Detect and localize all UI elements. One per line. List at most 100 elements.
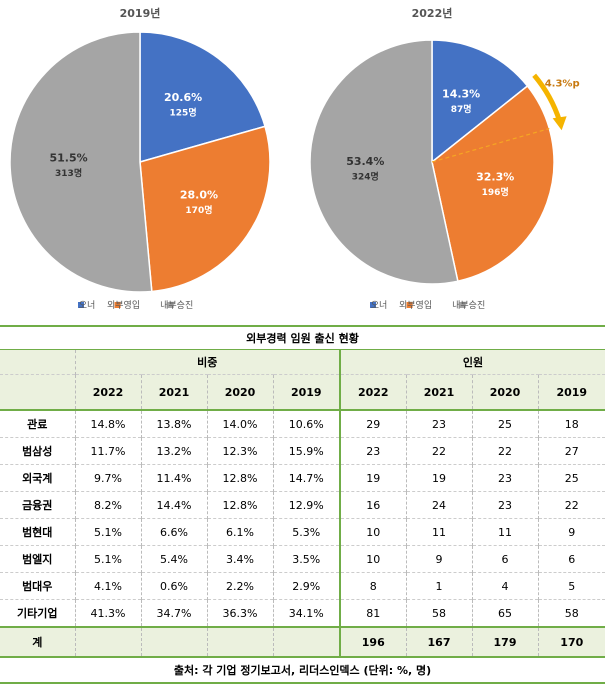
table: 외부경력 임원 출신 현황 비중 인원 2022 2021 2020 2019 2022 202… bbox=[0, 325, 605, 684]
table-cell: 27 bbox=[537, 437, 605, 465]
table-cell: 25 bbox=[537, 464, 605, 492]
table-row: 관료 14.8% 13.8% 14.0% 10.6% 29 23 25 18 bbox=[0, 409, 605, 438]
table-cell: 170 bbox=[537, 626, 605, 657]
table-cell: 금융권 bbox=[0, 491, 75, 519]
value-label: 53.4% bbox=[346, 155, 384, 168]
value-label: 32.3% bbox=[476, 171, 514, 184]
table-cell: 179 bbox=[471, 626, 538, 657]
legend-label: 외부영입 bbox=[107, 299, 140, 311]
table-cell: 9 bbox=[405, 545, 472, 573]
legend-label: 내부승진 bbox=[452, 300, 485, 311]
value-label: 14.3% bbox=[442, 88, 480, 101]
table-cell: 2021 bbox=[140, 374, 207, 411]
table-cell: 2020 bbox=[471, 374, 538, 411]
table-cell: 65 bbox=[471, 599, 538, 627]
count-label: 196명 bbox=[482, 186, 509, 198]
table-cell: 5 bbox=[537, 572, 605, 600]
table-row: 범엘지 5.1% 5.4% 3.4% 3.5% 10 9 6 6 bbox=[0, 545, 605, 573]
table-cell bbox=[272, 626, 340, 657]
table-cell: 10 bbox=[339, 545, 406, 573]
table-row: 범대우 4.1% 0.6% 2.2% 2.9% 8 1 4 5 bbox=[0, 572, 605, 600]
table-cell bbox=[140, 626, 207, 657]
table-cell: 22 bbox=[405, 437, 472, 465]
table-cell: 5.1% bbox=[74, 518, 141, 546]
table-cell: 2020 bbox=[206, 374, 273, 411]
table-cell: 196 bbox=[339, 626, 406, 657]
table-cell: 5.4% bbox=[140, 545, 207, 573]
table-cell: 19 bbox=[339, 464, 406, 492]
table-cell: 23 bbox=[339, 437, 406, 465]
pie-slice bbox=[431, 39, 529, 164]
table-cell: 2.2% bbox=[206, 572, 273, 600]
table-row: 범삼성 11.7% 13.2% 12.3% 15.9% 23 22 22 27 bbox=[0, 437, 605, 465]
table-cell: 23 bbox=[471, 464, 538, 492]
table-cell: 출처: 각 기업 정기보고서, 리더스인덱스 (단위: %, 명) bbox=[0, 656, 605, 684]
table-cell: 14.4% bbox=[140, 491, 207, 519]
table-cell: 14.0% bbox=[206, 409, 273, 438]
table-cell: 13.8% bbox=[140, 409, 207, 438]
table-cell: 81 bbox=[339, 599, 406, 627]
table-row: 기타기업 41.3% 34.7% 36.3% 34.1% 81 58 65 58 bbox=[0, 599, 605, 627]
value-label: 28.0% bbox=[180, 188, 218, 201]
dashed-line bbox=[431, 127, 550, 163]
legend-swatch bbox=[78, 302, 84, 308]
annotation: 4.3%p bbox=[545, 78, 580, 89]
table-row: 범현대 5.1% 6.6% 6.1% 5.3% 10 11 11 9 bbox=[0, 518, 605, 546]
table-cell bbox=[0, 349, 75, 375]
table-cell bbox=[74, 626, 141, 657]
table-row: 출처: 각 기업 정기보고서, 리더스인덱스 (단위: %, 명) bbox=[0, 656, 605, 684]
table-cell: 2021 bbox=[405, 374, 472, 411]
table-cell: 3.4% bbox=[206, 545, 273, 573]
legend-swatch bbox=[459, 302, 466, 308]
table-cell: 6.6% bbox=[140, 518, 207, 546]
table-cell: 58 bbox=[405, 599, 472, 627]
pie-slice bbox=[309, 39, 459, 285]
legend-label: 오너 bbox=[79, 300, 96, 311]
table-row: 2022 2021 2020 2019 2022 2021 2020 2019 bbox=[0, 374, 605, 411]
table-cell: 범현대 bbox=[0, 518, 75, 546]
table-cell: 58 bbox=[537, 599, 605, 627]
count-label: 170명 bbox=[185, 204, 212, 216]
table-row: 계 196 167 179 170 bbox=[0, 626, 605, 657]
legend-swatch bbox=[406, 302, 413, 308]
table-cell: 36.3% bbox=[206, 599, 273, 627]
legend-label: 내부승진 bbox=[160, 300, 193, 311]
table-cell: 계 bbox=[0, 626, 75, 657]
count-label: 125명 bbox=[170, 106, 197, 118]
table-cell: 12.3% bbox=[206, 437, 273, 465]
table-cell: 12.9% bbox=[272, 491, 340, 519]
table-cell bbox=[0, 374, 75, 411]
table-cell: 13.2% bbox=[140, 437, 207, 465]
chart-title: 2019년 bbox=[120, 6, 161, 20]
legend-swatch bbox=[114, 302, 121, 308]
table-cell: 1 bbox=[405, 572, 472, 600]
table-cell: 23 bbox=[405, 409, 472, 438]
chart-title: 2022년 bbox=[412, 6, 453, 20]
table-cell: 3.5% bbox=[272, 545, 340, 573]
table-cell: 2022 bbox=[74, 374, 141, 411]
table-cell: 12.8% bbox=[206, 491, 273, 519]
value-label: 51.5% bbox=[49, 151, 87, 164]
pie-slice bbox=[139, 31, 266, 163]
table-cell: 범엘지 bbox=[0, 545, 75, 573]
table-cell: 2019 bbox=[272, 374, 340, 411]
arrow-head bbox=[552, 116, 567, 131]
table-cell: 범삼성 bbox=[0, 437, 75, 465]
table-cell: 9.7% bbox=[74, 464, 141, 492]
pie-slice bbox=[9, 31, 153, 293]
legend-label: 외부영입 bbox=[399, 299, 432, 311]
table-cell: 11 bbox=[471, 518, 538, 546]
table-cell: 22 bbox=[537, 491, 605, 519]
table-cell: 외국계 bbox=[0, 464, 75, 492]
value-label: 20.6% bbox=[164, 91, 202, 104]
table-cell: 기타기업 bbox=[0, 599, 75, 627]
count-label: 87명 bbox=[451, 103, 472, 115]
table-cell: 167 bbox=[405, 626, 472, 657]
table-cell: 4 bbox=[471, 572, 538, 600]
table-cell: 10.6% bbox=[272, 409, 340, 438]
page: 2019년 20.6% 125명 28.0% 170명 51.5% 313명 오너 외부영입 내부… bbox=[0, 6, 605, 684]
table-cell: 11.4% bbox=[140, 464, 207, 492]
table-cell: 8.2% bbox=[74, 491, 141, 519]
table-cell: 14.7% bbox=[272, 464, 340, 492]
table-cell: 23 bbox=[471, 491, 538, 519]
